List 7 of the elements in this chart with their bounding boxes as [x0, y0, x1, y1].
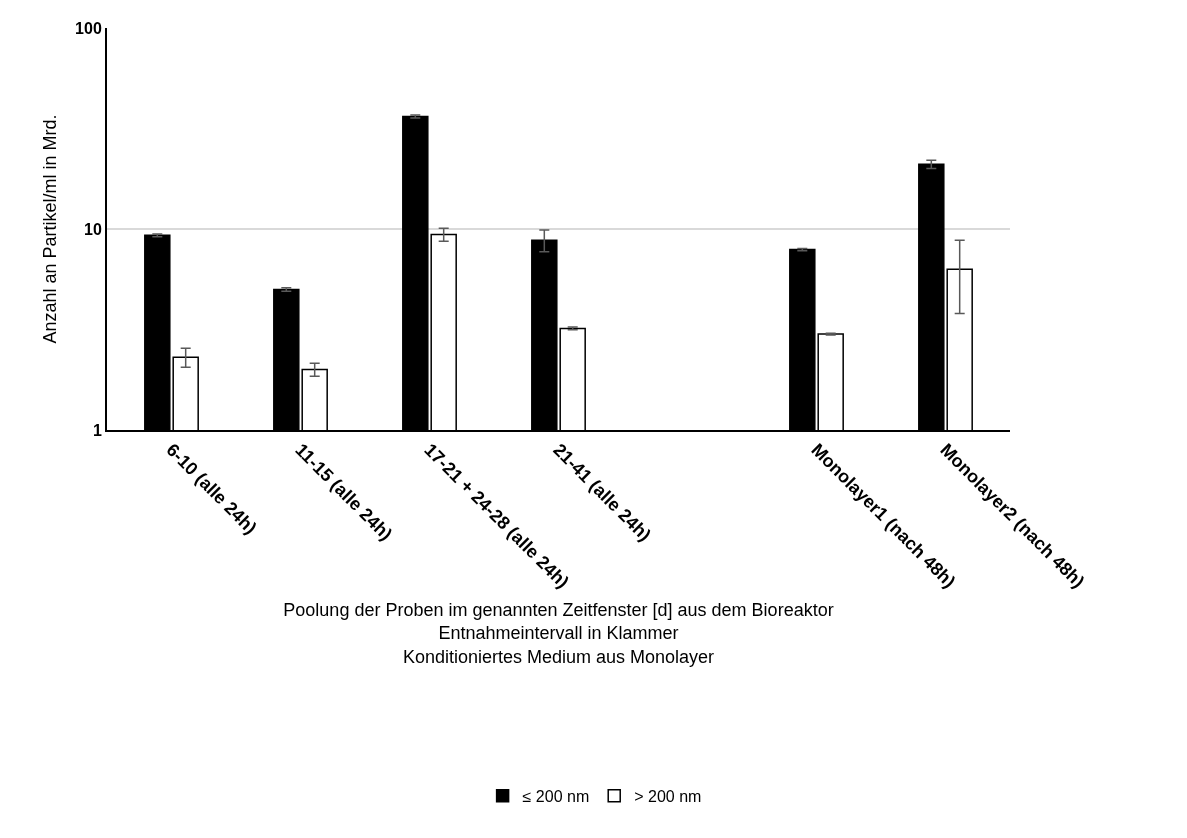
legend-label: ≤ 200 nm [522, 788, 590, 805]
y-tick-label: 100 [75, 19, 102, 37]
y-tick-label: 10 [84, 220, 102, 238]
x-axis-title: Poolung der Proben im genannten Zeitfenster [d] aus dem Bioreaktor Entnahmeintervall in Klammer Konditioniertes Medium aus Monolayer [283, 599, 834, 667]
y-tick-label: 1 [92, 421, 102, 439]
legend-label: > 200 nm [634, 788, 702, 805]
y-axis-title: Anzahl an Partikel/ml in Mrd. [39, 114, 60, 344]
